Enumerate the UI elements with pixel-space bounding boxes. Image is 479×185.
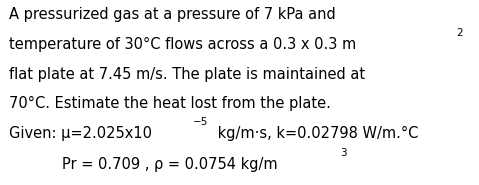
Text: kg/m·s, k=0.02798 W/m.°C: kg/m·s, k=0.02798 W/m.°C — [213, 126, 418, 141]
Text: Pr = 0.709 , ρ = 0.0754 kg/m: Pr = 0.709 , ρ = 0.0754 kg/m — [62, 157, 278, 172]
Text: 70°C. Estimate the heat lost from the plate.: 70°C. Estimate the heat lost from the pl… — [9, 96, 331, 111]
Text: 2: 2 — [456, 28, 463, 38]
Text: A pressurized gas at a pressure of 7 kPa and: A pressurized gas at a pressure of 7 kPa… — [9, 7, 335, 22]
Text: 3: 3 — [341, 148, 347, 158]
Text: temperature of 30°C flows across a 0.3 x 0.3 m: temperature of 30°C flows across a 0.3 x… — [9, 37, 356, 52]
Text: −5: −5 — [193, 117, 208, 127]
Text: Given: μ=2.025x10: Given: μ=2.025x10 — [9, 126, 152, 141]
Text: flat plate at 7.45 m/s. The plate is maintained at: flat plate at 7.45 m/s. The plate is mai… — [9, 67, 365, 82]
